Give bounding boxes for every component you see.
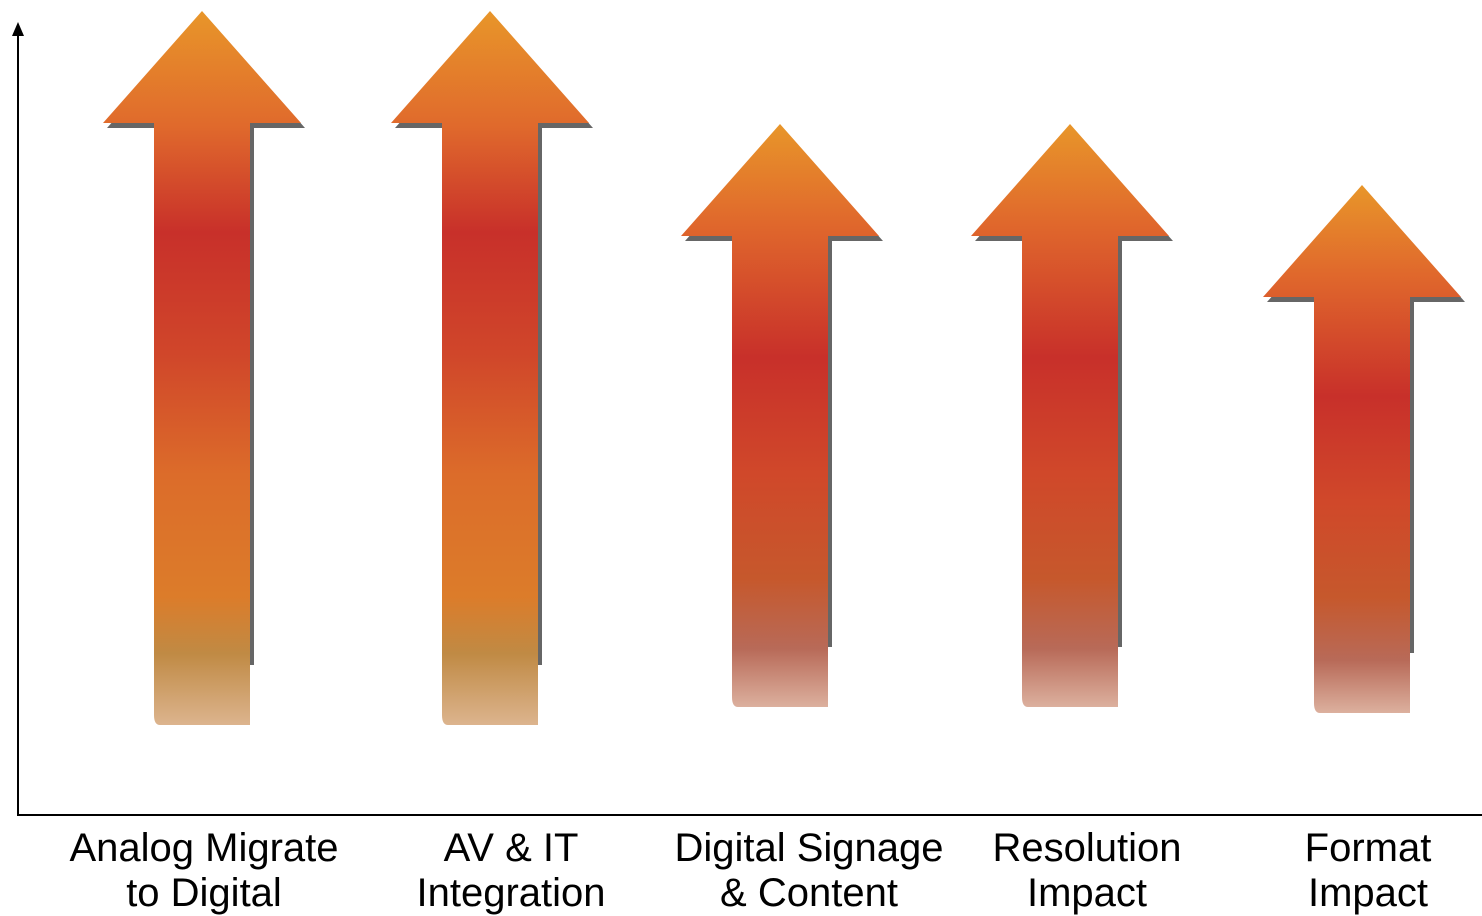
arrow-mark (1263, 185, 1465, 713)
y-axis-arrowhead (12, 22, 24, 36)
arrow-body (971, 124, 1169, 707)
category-label: Resolution Impact (937, 826, 1237, 916)
category-label-line: Format (1304, 826, 1432, 870)
category-label-line: Impact (1026, 871, 1148, 915)
arrow-body (391, 11, 589, 725)
category-label-line: & Content (720, 871, 898, 915)
arrow-mark (681, 124, 883, 707)
category-label-line: Impact (1307, 871, 1429, 915)
arrow-body (681, 124, 879, 707)
category-label-line: Analog Migrate (69, 826, 339, 870)
arrow-mark (103, 11, 305, 725)
category-label-line: Resolution (992, 826, 1182, 870)
category-label-line: AV & IT (443, 826, 579, 870)
arrow-body (1263, 185, 1461, 713)
arrow-body (103, 11, 301, 725)
category-label-line: Digital Signage (674, 826, 944, 870)
chart-axes (12, 22, 1482, 816)
category-label: AV & IT Integration (361, 826, 661, 916)
arrow-mark (391, 11, 593, 725)
arrow-mark (971, 124, 1173, 707)
category-label: Digital Signage & Content (659, 826, 959, 916)
category-label: Analog Migrate to Digital (54, 826, 354, 916)
category-label-line: Integration (416, 871, 606, 915)
category-label: Format Impact (1218, 826, 1482, 916)
arrow-marks (103, 11, 1465, 725)
category-label-line: to Digital (126, 871, 282, 915)
